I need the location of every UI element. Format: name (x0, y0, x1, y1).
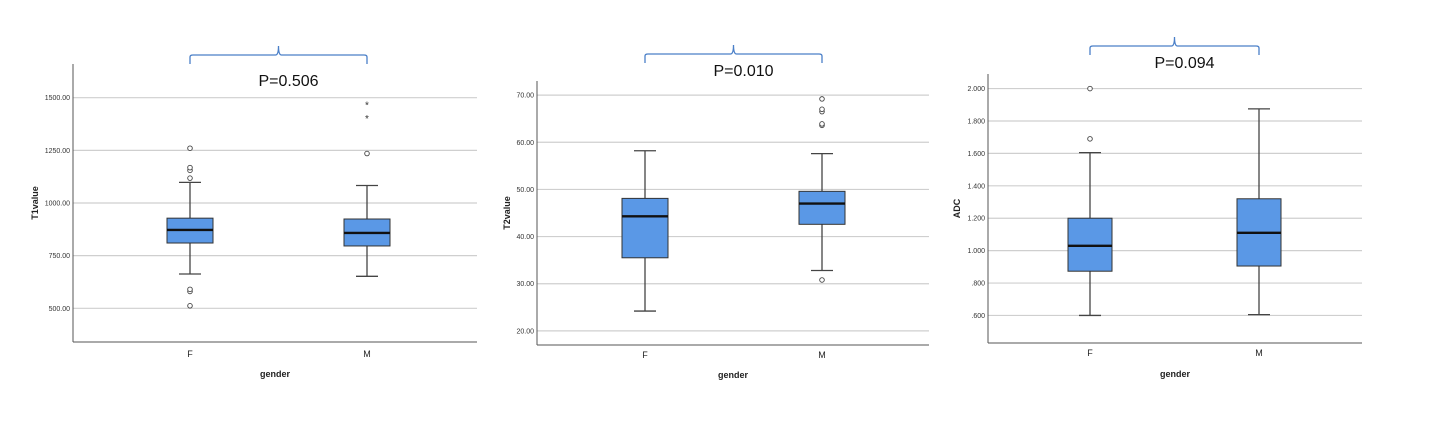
x-category-label: M (1255, 348, 1263, 358)
x-axis-label: gender (718, 370, 749, 380)
y-tick-label: 30.00 (516, 281, 534, 288)
x-category-label: M (818, 350, 826, 360)
comparison-bracket (644, 44, 823, 63)
y-tick-label: .800 (971, 281, 985, 288)
box-m (798, 96, 846, 283)
outlier-point (1087, 136, 1093, 142)
outlier-point (187, 175, 193, 181)
panel-2: 20.00 30.00 40.00 50.00 60.00 70.00 T2value gen… (502, 44, 929, 380)
outlier-point (819, 96, 825, 102)
iqr-box (798, 190, 846, 225)
p-value-label: P=0.506 (258, 73, 318, 90)
x-category-label: F (642, 350, 648, 360)
y-tick-label: 1.000 (967, 248, 985, 255)
comparison-bracket (189, 45, 368, 64)
y-tick-label: 1.200 (967, 216, 985, 223)
outlier-point (187, 286, 193, 293)
p-value-label: P=0.094 (1154, 55, 1214, 72)
y-tick-label: .600 (971, 313, 985, 320)
y-tick-label: 2.000 (967, 86, 985, 93)
outlier-point (187, 303, 193, 309)
y-tick-label: 1.400 (967, 183, 985, 190)
y-tick-label: 1.600 (967, 151, 985, 158)
y-tick-label: 50.00 (516, 187, 534, 194)
box-f (166, 145, 214, 309)
y-tick-label: 1.800 (967, 118, 985, 125)
panel-1: 500.00 750.00 1000.00 1250.00 1500.00 T1value… (30, 45, 477, 379)
outlier-point (819, 277, 825, 283)
y-tick-label: 500.00 (49, 306, 71, 313)
x-category-label: M (363, 349, 371, 359)
outlier-point (1087, 85, 1093, 92)
box-m: ** (343, 101, 391, 277)
y-axis-label: T1value (30, 186, 40, 220)
y-axis-label: ADC (952, 198, 962, 218)
y-tick-label: 1500.00 (45, 95, 70, 102)
y-tick-label: 40.00 (516, 234, 534, 241)
x-category-label: F (1087, 348, 1093, 358)
iqr-box (621, 197, 669, 259)
x-axis-label: gender (1160, 369, 1191, 379)
extreme-outlier-marker: * (365, 114, 369, 125)
outlier-point (187, 145, 193, 151)
outlier-point (364, 150, 370, 157)
y-axis-label: T2value (502, 196, 512, 230)
outlier-point (187, 164, 193, 171)
outlier-point (819, 121, 825, 127)
x-category-label: F (187, 349, 193, 359)
box-m (1236, 108, 1282, 316)
box-f (1067, 85, 1113, 317)
y-tick-label: 20.00 (516, 328, 534, 335)
box-f (621, 150, 669, 312)
outlier-point (819, 106, 825, 113)
panel-3: .600 .800 1.000 1.200 1.400 1.600 1.800 2.000 AD… (952, 36, 1362, 379)
y-tick-label: 750.00 (49, 253, 71, 260)
y-tick-label: 1000.00 (45, 201, 70, 208)
extreme-outlier-marker: * (365, 101, 369, 112)
y-tick-label: 60.00 (516, 140, 534, 147)
y-tick-label: 70.00 (516, 93, 534, 100)
y-tick-label: 1250.00 (45, 148, 70, 155)
p-value-label: P=0.010 (713, 63, 773, 80)
comparison-bracket (1089, 36, 1260, 55)
x-axis-label: gender (260, 369, 291, 379)
